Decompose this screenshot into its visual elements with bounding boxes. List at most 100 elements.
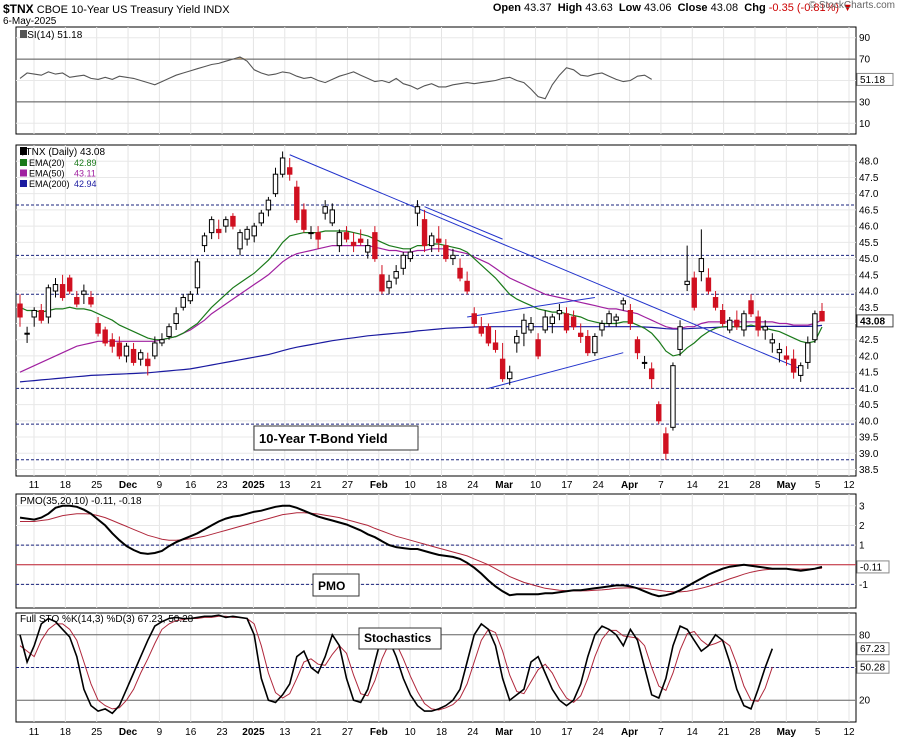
candle — [109, 339, 115, 347]
x-axis-label: 14 — [687, 727, 699, 738]
candle — [208, 219, 215, 234]
candle — [152, 342, 158, 357]
price-tick-label: 44.5 — [859, 270, 879, 281]
candle — [315, 232, 321, 240]
price-panel-frame — [15, 144, 857, 477]
candle — [698, 258, 705, 273]
candle — [783, 355, 790, 360]
open-label: Open — [492, 2, 521, 14]
candle — [17, 303, 23, 318]
candle — [805, 342, 811, 363]
sto-tick-label: 20 — [859, 696, 871, 707]
candle — [414, 206, 421, 214]
instrument-name: CBOE 10-Year US Treasury Yield — [36, 4, 201, 16]
x-axis-label: 7 — [658, 727, 664, 738]
candle — [648, 368, 655, 380]
pmo-tick-label: 1 — [859, 541, 865, 552]
price-tick-label: 42.0 — [859, 351, 879, 362]
candle — [656, 404, 662, 422]
candle — [258, 212, 265, 224]
trendline — [424, 206, 503, 240]
candle — [59, 284, 66, 299]
candle — [329, 209, 335, 224]
price-tick-label: 38.5 — [859, 465, 879, 476]
x-axis-label: 17 — [561, 727, 573, 738]
candle — [776, 348, 783, 354]
candle — [130, 348, 137, 363]
x-axis-label: 21 — [718, 480, 730, 491]
candle — [428, 235, 435, 247]
pmo-annotation: PMO — [318, 579, 345, 593]
candle — [663, 433, 669, 454]
pmo-signal-line — [20, 512, 823, 593]
candle — [45, 287, 52, 318]
candle — [563, 313, 570, 331]
rsi-legend-swatch — [20, 30, 27, 38]
candle — [492, 342, 499, 350]
price-tick-label: 42.5 — [859, 335, 879, 346]
change-label: Chg — [744, 2, 766, 14]
candle — [116, 342, 123, 357]
sto-annotation-box — [358, 627, 442, 650]
x-axis-label: 13 — [279, 727, 291, 738]
candle — [38, 310, 44, 321]
ema-legend-swatch — [20, 169, 27, 177]
x-axis-label: May — [777, 480, 797, 491]
down-triangle-icon: ▼ — [842, 2, 853, 14]
candle — [819, 310, 825, 322]
candle — [201, 235, 208, 247]
candle — [286, 167, 293, 175]
close-label: Close — [677, 2, 708, 14]
candle — [499, 358, 506, 380]
change-value: -0.35 (-0.81%) — [768, 2, 840, 14]
x-axis-label: 18 — [60, 480, 72, 491]
pmo-panel-frame — [15, 493, 857, 609]
candle — [712, 297, 719, 308]
rsi-tick-label: 70 — [859, 55, 871, 66]
price-tick-label: 43.5 — [859, 303, 879, 314]
candle — [137, 352, 144, 360]
rsi-current-label: 51.18 — [860, 75, 885, 86]
price-current-box — [856, 314, 894, 328]
close-value: 43.08 — [710, 2, 739, 14]
ema-legend-name: EMA(50) — [29, 169, 65, 179]
candle — [585, 335, 591, 354]
x-axis-label: Feb — [370, 727, 388, 738]
x-axis-label: 25 — [91, 727, 103, 738]
candle — [350, 241, 357, 247]
candle — [244, 228, 250, 240]
candle — [514, 335, 520, 344]
candle — [393, 271, 399, 279]
candle — [145, 358, 151, 367]
x-axis-label: Dec — [119, 480, 138, 491]
x-axis-label: 12 — [843, 727, 855, 738]
candle — [187, 293, 194, 302]
x-axis-label: 21 — [311, 480, 323, 491]
x-axis-label: Mar — [495, 480, 513, 491]
x-axis-label: 18 — [436, 480, 448, 491]
candle — [762, 326, 768, 331]
candle — [528, 322, 534, 331]
candle — [727, 319, 733, 331]
pmo-annotation-box — [312, 573, 360, 597]
candle — [748, 300, 754, 315]
candle — [407, 251, 414, 260]
candle — [450, 254, 456, 260]
price-tick-label: 45.5 — [859, 238, 879, 249]
candle — [180, 297, 186, 308]
price-annotation: 10-Year T-Bond Yield — [259, 431, 388, 446]
candle — [734, 319, 740, 328]
price-tick-label: 44.0 — [859, 287, 879, 298]
x-axis-label: 23 — [217, 727, 229, 738]
candle — [521, 319, 527, 334]
price-tick-label: 46.5 — [859, 205, 879, 216]
candle — [123, 345, 130, 357]
symbol: $TNX — [3, 2, 34, 16]
high-label: High — [557, 2, 583, 14]
sto-tick-label: 80 — [859, 630, 871, 641]
low-value: 43.06 — [643, 2, 672, 14]
candle — [741, 313, 747, 331]
pmo-title: PMO(35,20,10) -0.11, -0.18 — [20, 496, 142, 507]
candle — [592, 335, 598, 354]
